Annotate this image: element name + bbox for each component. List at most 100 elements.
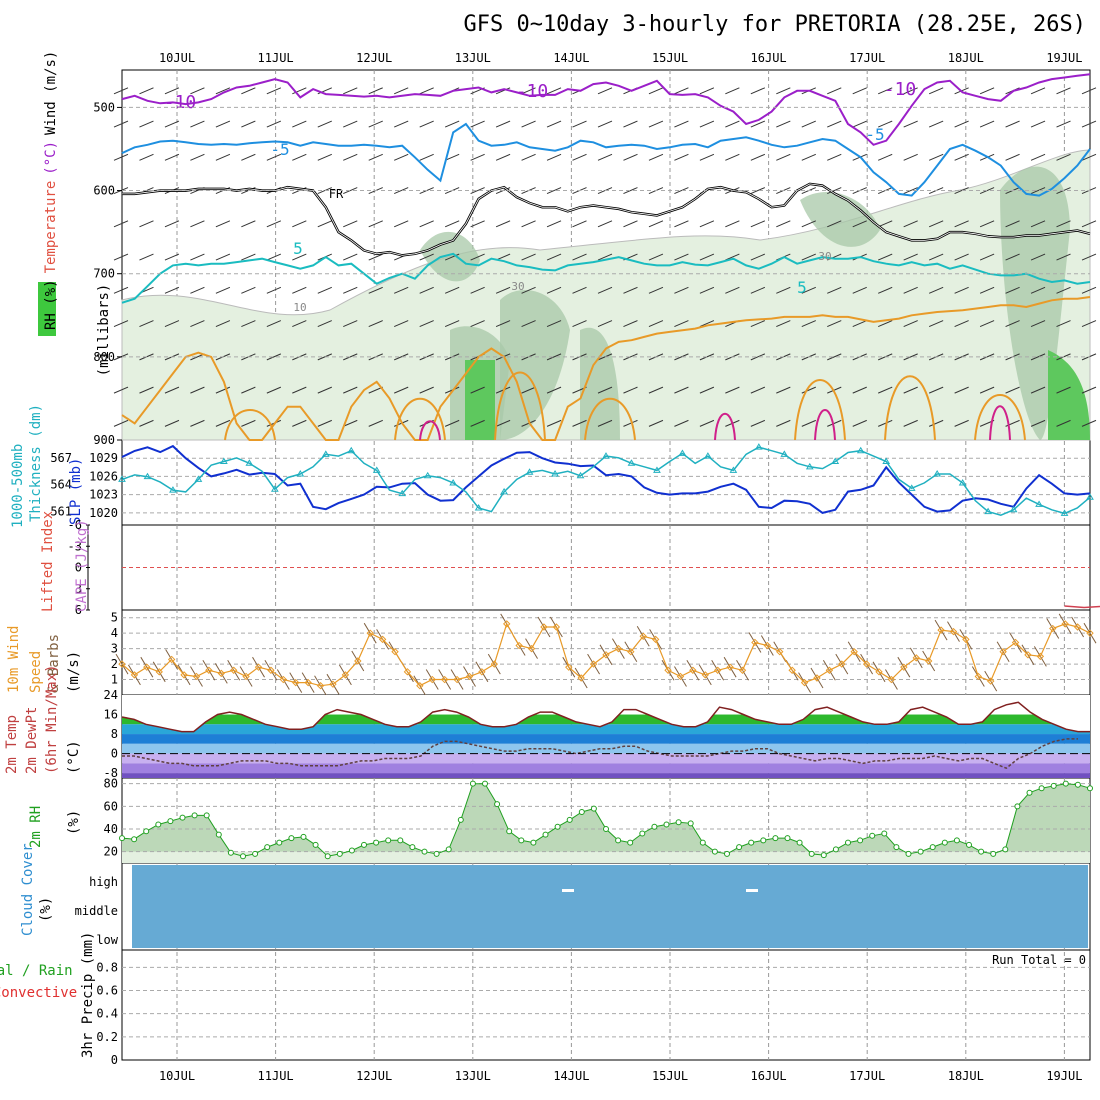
thickness-point [1035, 500, 1043, 507]
wind-barb [903, 419, 918, 427]
wind-barb [776, 320, 791, 328]
wind-barb [725, 153, 740, 161]
wind-barb [623, 120, 638, 128]
ylabel-thickness-1: 1000-500mb [10, 444, 26, 528]
wind-speed-point [565, 663, 573, 671]
rh-point [627, 839, 634, 846]
wind-barb [878, 419, 893, 427]
rh-point [845, 839, 851, 846]
wind-speed-point [1049, 624, 1057, 633]
wind-barb [470, 120, 485, 128]
wind-barb [750, 253, 766, 261]
wind-speed-point [664, 666, 672, 674]
wind-barb [139, 320, 154, 328]
wind-barb [241, 253, 256, 261]
wind-speed-point [689, 666, 697, 674]
ylabel-rh-unit: (%) [66, 810, 82, 835]
wind-speed-point [229, 666, 238, 674]
wind-barb [827, 320, 842, 328]
wind-barb [725, 253, 740, 261]
ytick-label: 500 [93, 100, 115, 114]
wind-barb [368, 220, 383, 228]
wind-barb [1005, 320, 1020, 328]
rh-shade-mid [500, 290, 570, 440]
thickness-point [907, 484, 916, 491]
rh-point [675, 819, 682, 826]
wind-speed-point [999, 648, 1007, 656]
wind-speed-point [676, 672, 685, 681]
rh-point [433, 850, 440, 857]
wind-barb [394, 386, 409, 394]
contour-label: -10 [884, 79, 917, 100]
wind-barb [750, 220, 766, 228]
wind-speed-point [987, 677, 995, 685]
wind-barb [623, 153, 638, 161]
wind-barb [546, 220, 562, 228]
wind-barb [546, 253, 562, 261]
wind-barb [164, 320, 180, 328]
wind-barb [343, 220, 358, 228]
panel-frame-7 [121, 949, 1091, 1061]
chart-title: GFS 0~10day 3-hourly for PRETORIA (28.25… [463, 12, 1086, 37]
isotherm-hot [989, 405, 1011, 441]
cloud-tick-label: low [96, 933, 118, 947]
rh-point [518, 837, 525, 844]
rh-point [179, 814, 186, 821]
rh-point [457, 816, 464, 823]
date-label-bottom: 18JUL [948, 1069, 984, 1083]
wind-barb [572, 320, 587, 328]
rh-point [385, 837, 392, 844]
wind-barb [979, 253, 995, 261]
thickness-point [449, 478, 458, 486]
wind-barb [113, 120, 129, 128]
contour-label: -10 [516, 81, 549, 102]
rh-point [494, 801, 501, 808]
wind-barb [674, 87, 689, 95]
wind-barb [1081, 153, 1097, 161]
wind-barb [266, 253, 282, 261]
wind-barb [139, 220, 154, 228]
wind-barb [444, 120, 460, 128]
wind-speed-point [912, 654, 920, 662]
wind-barb [266, 320, 282, 328]
ylabel-wind: Speed [28, 651, 44, 693]
wind-barb [623, 320, 638, 328]
wind-barb [190, 386, 205, 394]
wind-barb [113, 220, 129, 228]
wind-barb [1030, 286, 1046, 294]
wind-barb [903, 153, 918, 161]
wind-speed-point [701, 671, 709, 679]
temp-tick-label: 24 [104, 688, 118, 702]
wind-barb [674, 253, 689, 261]
wind-tick-label: 4 [111, 626, 118, 640]
wind-barb [1056, 220, 1071, 228]
wind-barb [903, 187, 918, 195]
isotherm-fr-inner [122, 183, 1091, 256]
wind-barb [852, 386, 867, 394]
rh-point [941, 839, 948, 846]
isotherm-warm [584, 397, 636, 441]
wind-barb [419, 286, 434, 294]
thickness-point [245, 459, 254, 466]
wind-barb [546, 353, 562, 361]
wind-barb [292, 419, 307, 427]
wind-barb [954, 320, 969, 328]
wind-barb [546, 153, 562, 161]
wind-barb [776, 386, 791, 394]
wind-barb [368, 87, 383, 95]
wind-barb [266, 153, 282, 161]
wind-barb [368, 419, 383, 427]
wind-barb [241, 87, 256, 95]
thickness-point [1086, 493, 1094, 500]
wind-speed-point [813, 674, 821, 682]
wind-speed-point [838, 660, 846, 668]
wind-speed-point [490, 660, 499, 668]
wind-barb [343, 187, 358, 195]
rh-tick-label: 80 [104, 777, 118, 791]
wind-speed-point [180, 671, 188, 679]
wind-barb [903, 386, 918, 394]
wind-barb [699, 220, 715, 228]
wind-barb [572, 120, 587, 128]
thickness-line [121, 446, 1091, 516]
wind-barb [750, 419, 766, 427]
